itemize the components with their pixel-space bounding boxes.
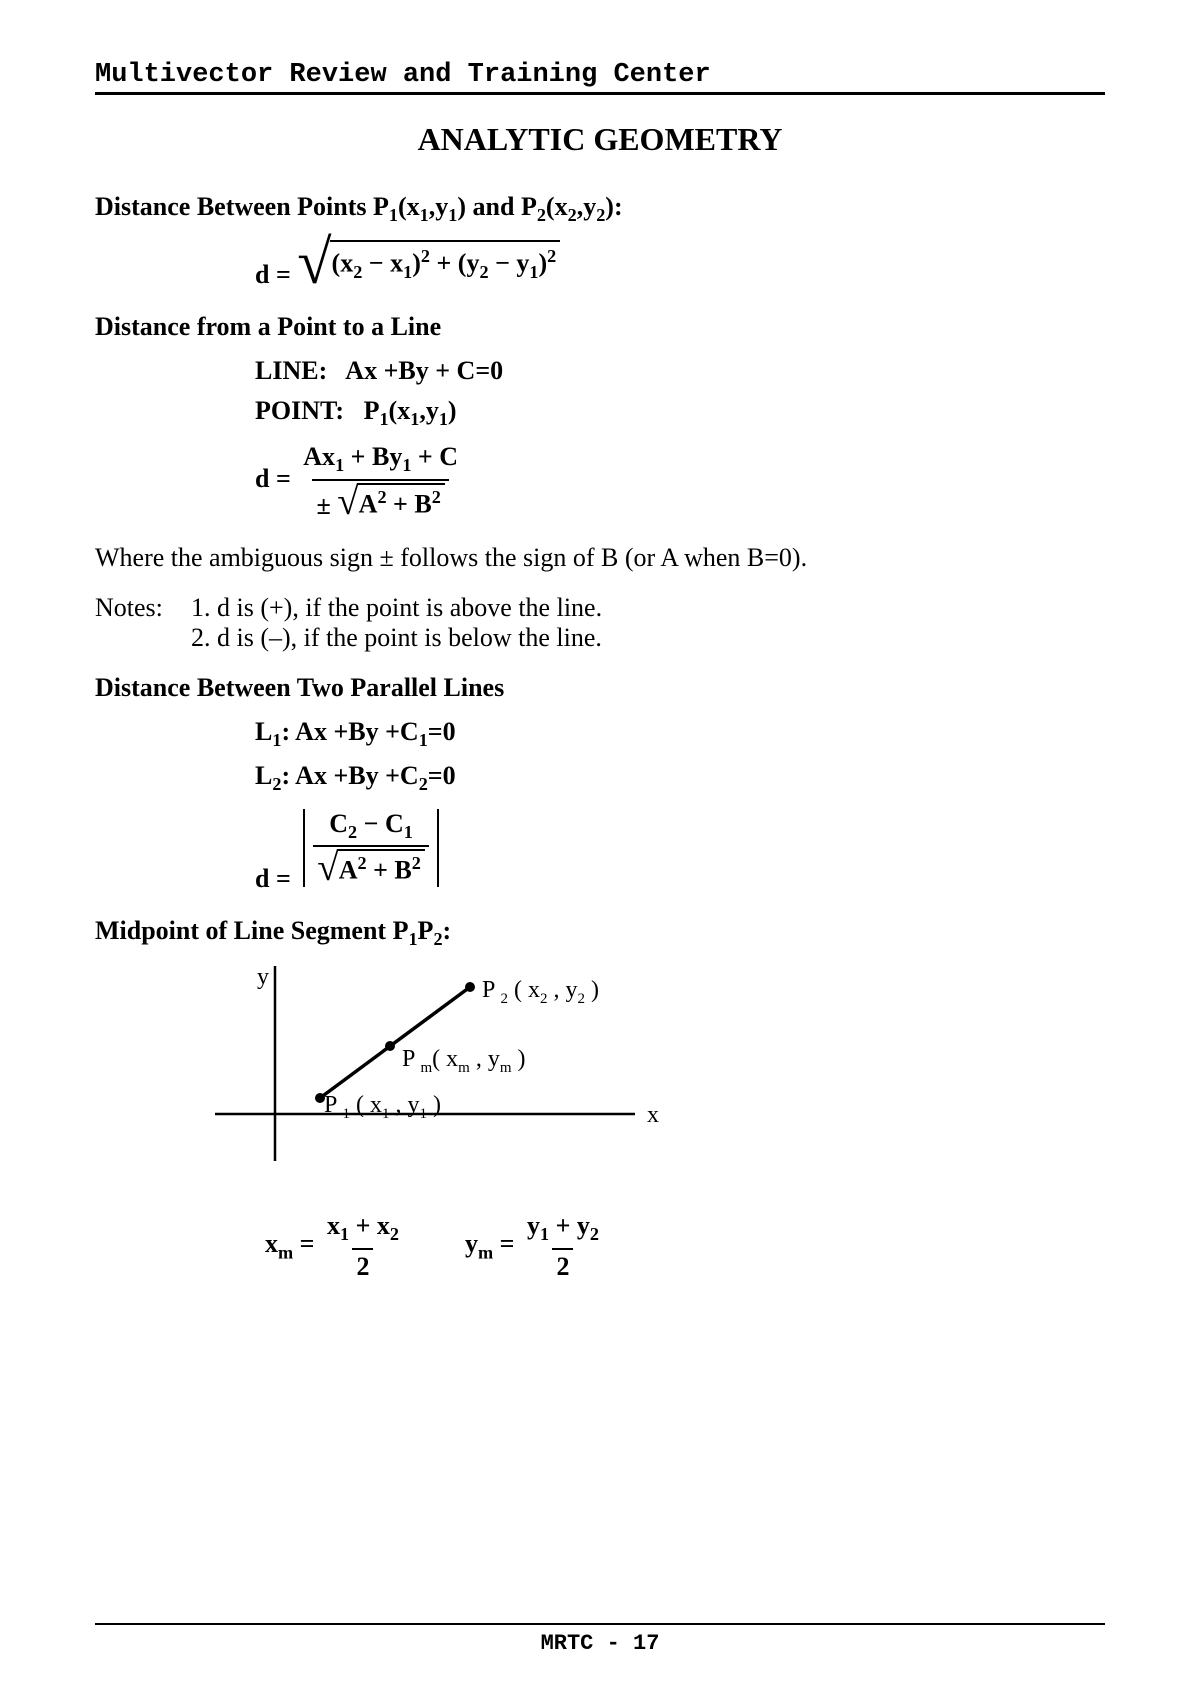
page-title: ANALYTIC GEOMETRY (95, 121, 1105, 158)
notes-block: Notes: 1. d is (+), if the point is abov… (95, 593, 1105, 653)
notes-label: Notes: (95, 593, 169, 623)
svg-text:P m( xm , ym ): P m( xm , ym ) (402, 1046, 525, 1076)
ym-formula: ym = y1 + y2 2 (465, 1211, 605, 1281)
line-definition: LINE: Ax +By + C=0 POINT: P1(x1,y1) d = … (255, 356, 1105, 520)
svg-text:P 1 ( x1 , y1 ): P 1 ( x1 , y1 ) (324, 1092, 441, 1122)
formula-prefix: d = (255, 464, 297, 493)
formula-prefix: d = (255, 260, 297, 289)
plus-minus: ± (316, 491, 337, 520)
section-heading-midpoint: Midpoint of Line Segment P1P2: (95, 916, 1105, 950)
formula-parallel: d = C2 − C1 √A2 + B2 (255, 809, 1105, 894)
svg-text:P 2 ( x2 , y2 ): P 2 ( x2 , y2 ) (482, 977, 599, 1007)
page-header: Multivector Review and Training Center (95, 60, 1105, 95)
midpoint-formulas: xm = x1 + x2 2 ym = y1 + y2 2 (265, 1211, 1105, 1281)
section-heading-point-line: Distance from a Point to a Line (95, 312, 1105, 342)
note-item: 2. d is (–), if the point is below the l… (191, 623, 602, 653)
svg-text:y: y (257, 966, 269, 990)
explain-text: Where the ambiguous sign ± follows the s… (95, 543, 1105, 573)
svg-text:x: x (647, 1102, 659, 1128)
section-heading-parallel: Distance Between Two Parallel Lines (95, 673, 1105, 703)
midpoint-diagram: y x P 2 ( x2 , y2 ) P m( xm , ym ) P 1 ( x1 … (215, 966, 1105, 1181)
parallel-block: L1: Ax +By +C1=0 L2: Ax +By +C2=0 d = C2… (255, 717, 1105, 895)
section-heading-distance-points: Distance Between Points P1(x1,y1) and P2… (95, 192, 1105, 226)
diagram-svg: y x P 2 ( x2 , y2 ) P m( xm , ym ) P 1 ( x1 … (215, 966, 685, 1176)
note-item: 1. d is (+), if the point is above the l… (191, 593, 602, 623)
formula-point-line: d = Ax1 + By1 + C ± √A2 + B2 (255, 442, 1105, 520)
formula-distance-points: d = √ (x2 − x1)2 + (y2 − y1)2 (255, 240, 1105, 290)
page-footer: MRTC - 17 (95, 1623, 1105, 1656)
xm-formula: xm = x1 + x2 2 (265, 1211, 405, 1281)
sqrt-icon: √ (x2 − x1)2 + (y2 − y1)2 (297, 240, 560, 284)
formula-prefix: d = (255, 864, 297, 893)
